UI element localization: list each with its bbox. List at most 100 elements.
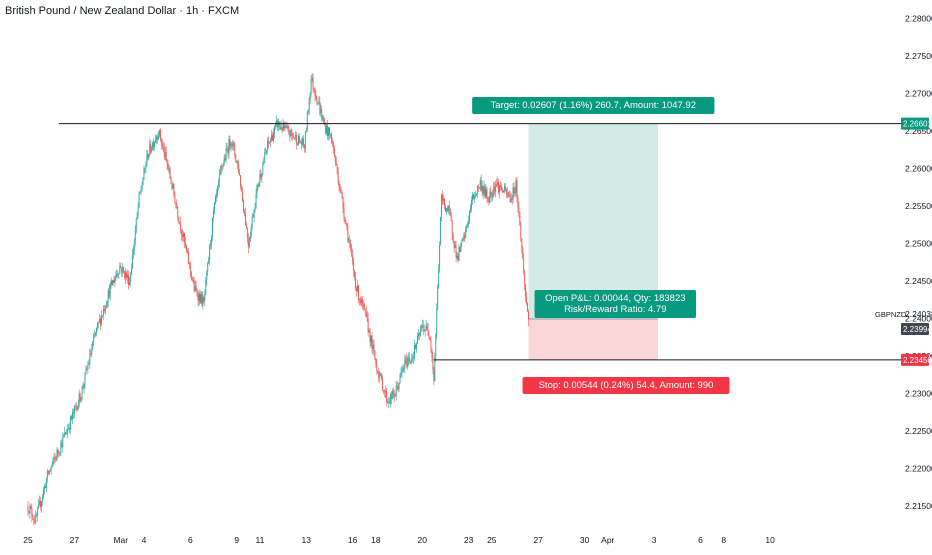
candle-body [467,223,469,227]
candle [205,276,207,296]
candle-body [221,165,223,167]
candle [469,209,471,224]
candle [236,160,238,164]
candle [368,328,370,333]
candle [125,268,127,285]
candle-body [457,255,459,261]
candle [452,232,454,244]
candle-body [509,195,511,203]
stop-zone[interactable] [528,319,659,360]
candle-body [32,516,34,520]
candle [451,219,453,241]
candle-body [351,248,353,255]
candle [248,236,250,249]
candle-body [480,180,482,191]
candle-body [487,197,489,199]
stop-label[interactable]: Stop: 0.00544 (0.24%) 54.4, Amount: 990 [522,377,730,394]
candle-body [444,198,445,206]
candle-body [249,236,251,242]
pnl-label[interactable]: Open P&L: 0.00044, Qty: 183823Risk/Rewar… [534,290,697,318]
candle [391,388,393,400]
candle-body [163,147,165,157]
candle [71,414,72,421]
candle-body [494,186,496,192]
candle [289,130,291,142]
candle [376,358,378,375]
candle-body [314,90,316,97]
candle [347,223,349,243]
candle [192,276,194,284]
candle-body [252,217,254,218]
candle-body [117,273,119,275]
candle-body [209,245,211,260]
time-tick-label: 30 [580,535,590,545]
candle-body [275,120,277,124]
candle-body [395,385,397,396]
candle-body [283,122,285,129]
candle [157,131,159,141]
candle-body [357,285,358,292]
price-tick-label: 2.28000 [905,14,932,24]
candle [186,244,187,253]
candle [435,333,437,362]
candle [356,286,357,297]
candle [43,486,44,500]
candle-body [267,141,269,150]
candle [66,428,68,435]
candle [387,397,389,409]
candle-body [149,143,151,155]
candle [400,367,402,378]
candle-body [298,136,300,146]
candle [405,355,407,365]
candle [424,329,426,337]
candle [492,189,494,201]
candle [476,184,478,199]
price-axis[interactable]: 2.28000 2.27500 2.27000 2.26500 2.26000 2.255… [875,14,932,511]
candle [291,127,293,141]
candle-body [420,326,422,331]
time-tick-label: 27 [70,535,80,545]
candle-body [443,198,444,201]
candle [370,335,372,347]
candle-body [49,470,51,471]
candle [96,327,98,337]
candle [226,142,228,152]
candle-body [84,372,86,385]
candle [407,355,409,370]
candle-body [204,294,206,301]
candle [241,184,243,192]
candle [358,298,360,306]
candle-body [62,436,64,448]
candle [480,174,482,193]
candle [507,192,509,198]
candle-body [161,144,163,146]
candle-body [151,149,153,152]
candle [445,207,447,216]
candle-body [404,359,406,369]
last-price-badge-text: 2.23994 [903,325,932,334]
candle [127,269,128,284]
candle-body [491,195,493,197]
candle-body [158,129,160,136]
candle [428,330,430,340]
candle-body [268,141,270,143]
candle [195,280,197,292]
candle [213,206,214,222]
candle-body [522,247,524,259]
candle-body [120,265,122,268]
candle [379,370,381,384]
candle-body [311,77,313,80]
candle-body [303,145,305,149]
candle [511,195,513,206]
time-axis[interactable]: 25 27 Mar 4 6 9 11 13 16 18 20 23 25 27 30 Apr 3 6 8 10 [23,535,775,545]
candle [182,228,184,243]
candle-body [459,247,461,252]
candle [293,132,295,139]
target-label[interactable]: Target: 0.02607 (1.16%) 260.7, Amount: 1… [472,97,715,114]
candle-body [412,357,414,360]
candle-body [378,372,380,379]
candle-body [326,125,328,133]
target-zone[interactable] [528,123,659,320]
